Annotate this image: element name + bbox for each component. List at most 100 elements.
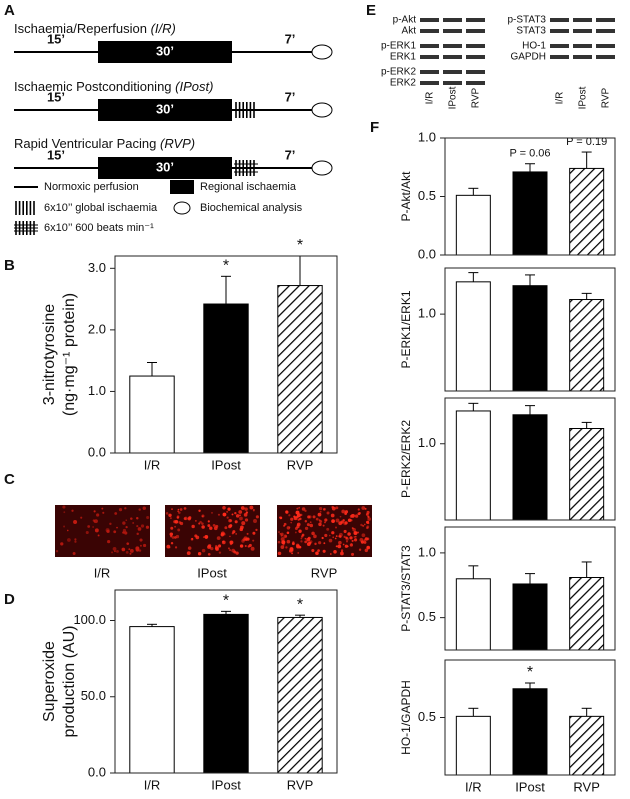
micrograph-dot [255,515,259,519]
micrograph-dot [307,536,311,540]
micrograph-dot [352,527,356,532]
micrograph-dot [92,519,96,522]
blot-band [466,29,485,33]
protocol-title: Rapid Ventricular Pacing (RVP) [14,136,195,151]
micrograph-dot [319,507,323,511]
micrograph-dot [179,521,184,526]
micrograph-dot [280,537,285,542]
micrograph-dot [191,537,194,540]
time-label: 30’ [156,159,174,174]
micrograph-dot [246,532,249,535]
protocol-title: Ischaemic Postconditioning (IPost) [14,79,213,94]
micrograph-dot [344,512,348,515]
micrograph-dot [334,526,338,529]
micrograph-dot [201,522,204,525]
micrograph-dot [328,534,331,537]
micrograph-dot [361,506,366,510]
protocol-name: Ischaemia/Reperfusion [14,21,151,36]
micrograph-dot [191,524,195,529]
micrograph-dot [304,526,309,531]
micrograph-dot [187,517,191,521]
image-label: RVP [311,565,338,580]
micrograph-dot [111,551,114,554]
micrograph-dot [177,508,180,511]
bar [512,688,548,776]
micrograph-dot [183,517,187,520]
micrograph-dot [128,548,131,551]
micrograph-dot [331,505,334,509]
protocol-title: Ischaemia/Reperfusion (I/R) [14,21,176,36]
micrograph-dot [364,507,367,510]
micrograph-dot [344,544,349,548]
micrograph-dot [285,546,288,549]
micrograph-dot [67,538,71,542]
micrograph-dot [304,540,308,544]
micrograph-dot [73,519,78,524]
micrograph-dot [252,531,256,535]
y-tick-label: 0.0 [418,246,436,261]
legend-label: Biochemical analysis [200,202,303,214]
blot-band [443,18,462,22]
micrograph-dot [333,549,337,554]
micrograph-dot [300,537,303,540]
micrograph-dot [142,506,146,510]
micrograph-dot [169,532,174,536]
micrograph-dot [297,518,300,521]
micrograph-dot [298,529,302,533]
micrograph-dot [357,531,360,534]
micrograph-dot [60,542,64,546]
micrograph-dot [328,538,333,543]
micrograph-dot [338,540,342,545]
bar [569,576,605,651]
legend-label: 6x10’’ global ischaemia [44,202,158,214]
analysis-marker [311,102,333,118]
blot-band [466,55,485,59]
micrograph-dot [239,527,244,532]
lane-label: I/R [425,92,436,105]
protocol-name: Rapid Ventricular Pacing [14,136,160,151]
micrograph-dot [306,542,311,546]
annotation: * [223,258,229,275]
panel-label: F [370,119,379,136]
micrograph-dot [138,508,141,511]
micrograph-dot [55,550,59,553]
micrograph-dot [323,542,326,545]
annotation: * [223,593,229,610]
blot-label: ERK2 [390,78,417,89]
micrograph-dot [94,528,99,533]
micrograph-dot [293,516,298,521]
blot-band [420,18,439,22]
axes-frame [444,659,616,776]
micrograph-dot [218,551,222,554]
micrograph-dot [289,547,294,552]
micrograph-dot [250,546,255,551]
micrograph-dot [335,506,339,510]
bar [277,616,323,774]
micrograph-dot [235,551,239,555]
micrograph-dot [322,549,326,553]
protocol-name: Ischaemic Postconditioning [14,79,175,94]
micrograph-dot [229,549,232,552]
micrograph-dot [116,549,119,553]
micrograph-dot [340,551,344,556]
y-tick-label: 0.0 [88,444,106,459]
micrograph-dot [335,545,338,548]
micrograph-dot [121,547,126,552]
bar [512,171,548,256]
micrograph-dot [324,518,328,522]
analysis-marker [311,44,333,60]
y-axis-label: P-STAT3/STAT3 [399,545,413,632]
micrograph-dot [343,529,347,534]
micrograph-dot [309,521,312,524]
micrograph-dot [124,507,127,510]
micrograph-dot [66,529,69,532]
micrograph-dot [286,539,291,544]
micrograph-dot [366,526,369,530]
micrograph-dot [129,552,132,555]
blot-band [420,81,439,85]
micrograph-dot [229,524,233,528]
blot-band [550,29,569,33]
bar [455,194,491,256]
micrograph-dot [124,531,128,535]
micrograph-dot [179,508,183,511]
